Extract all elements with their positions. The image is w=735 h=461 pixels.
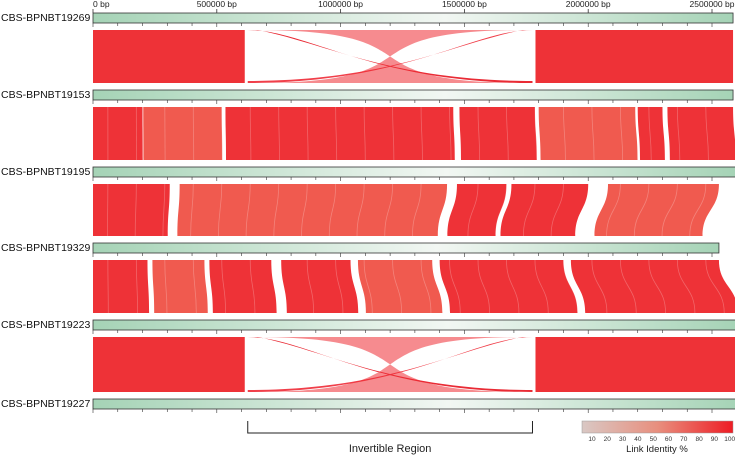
ruler-tick-label: 2500000 bp bbox=[690, 0, 735, 9]
genome-name: CBS-BPNBT19153 bbox=[1, 89, 90, 101]
genome-bar bbox=[93, 243, 719, 253]
genome-bar bbox=[93, 13, 733, 23]
link-block bbox=[447, 184, 506, 236]
inverted-link-ribbon bbox=[253, 30, 528, 83]
link-block bbox=[440, 260, 578, 313]
legend-tick: 70 bbox=[680, 436, 688, 443]
link-block bbox=[93, 107, 143, 160]
link-block bbox=[143, 107, 222, 160]
link-block bbox=[281, 260, 358, 313]
genome-labels: CBS-BPNBT19269 CBS-BPNBT19153 CBS-BPNBT191… bbox=[1, 12, 90, 410]
link-block bbox=[571, 260, 735, 313]
legend-tick: 30 bbox=[619, 436, 627, 443]
invertible-region-label: Invertible Region bbox=[349, 443, 432, 455]
link-band bbox=[93, 30, 733, 83]
invertible-region-bracket: Invertible Region bbox=[248, 421, 533, 455]
link-block bbox=[358, 260, 442, 313]
legend-title: Link Identity % bbox=[626, 444, 688, 455]
link-block bbox=[535, 337, 735, 392]
genome-name: CBS-BPNBT19223 bbox=[1, 319, 90, 331]
genome-bar bbox=[93, 399, 735, 409]
region-bracket-line bbox=[248, 421, 533, 433]
link-block bbox=[93, 337, 245, 392]
legend-tick: 20 bbox=[604, 436, 612, 443]
link-identity-legend: 10 20 30 40 50 60 70 80 90 100 Link Identity % bbox=[582, 421, 735, 455]
legend-tick: 50 bbox=[650, 436, 658, 443]
legend-tick: 60 bbox=[665, 436, 673, 443]
legend-tick: 80 bbox=[695, 436, 703, 443]
ruler-tick-label: 1500000 bp bbox=[442, 0, 487, 9]
genome-name: CBS-BPNBT19269 bbox=[1, 12, 90, 24]
link-block bbox=[209, 260, 276, 313]
link-block bbox=[93, 260, 149, 313]
link-block bbox=[459, 107, 536, 160]
ruler-tick-label: 2000000 bp bbox=[566, 0, 611, 9]
legend-tick: 40 bbox=[634, 436, 642, 443]
link-band bbox=[93, 260, 735, 313]
link-block bbox=[93, 30, 245, 83]
link-band bbox=[93, 107, 735, 160]
genome-bar bbox=[93, 320, 735, 330]
ruler-tick-label: 0 bp bbox=[93, 0, 110, 9]
genome-name: CBS-BPNBT19227 bbox=[1, 398, 90, 410]
link-block bbox=[535, 30, 733, 83]
genome-name: CBS-BPNBT19195 bbox=[1, 166, 90, 178]
legend-tick: 100 bbox=[724, 436, 735, 443]
inverted-link-ribbon bbox=[253, 337, 528, 392]
genome-bar bbox=[93, 167, 735, 177]
ruler-tick-label: 1000000 bp bbox=[318, 0, 363, 9]
legend-color-scale bbox=[582, 421, 733, 433]
genome-bar bbox=[93, 90, 733, 100]
link-band bbox=[93, 337, 735, 392]
link-block bbox=[152, 260, 207, 313]
link-block bbox=[93, 184, 170, 236]
synteny-links bbox=[93, 30, 735, 392]
link-band bbox=[93, 184, 719, 236]
link-block bbox=[177, 184, 447, 236]
legend-tick-labels: 10 20 30 40 50 60 70 80 90 100 bbox=[588, 436, 735, 443]
genome-name: CBS-BPNBT19329 bbox=[1, 242, 90, 254]
link-block bbox=[500, 184, 588, 236]
bp-scale-ruler: 0 bp 500000 bp 1000000 bp 1500000 bp 2000000… bbox=[93, 0, 735, 13]
link-block bbox=[225, 107, 454, 160]
ruler-tick-label: 500000 bp bbox=[197, 0, 237, 9]
legend-tick: 90 bbox=[711, 436, 719, 443]
legend-tick: 10 bbox=[588, 436, 596, 443]
